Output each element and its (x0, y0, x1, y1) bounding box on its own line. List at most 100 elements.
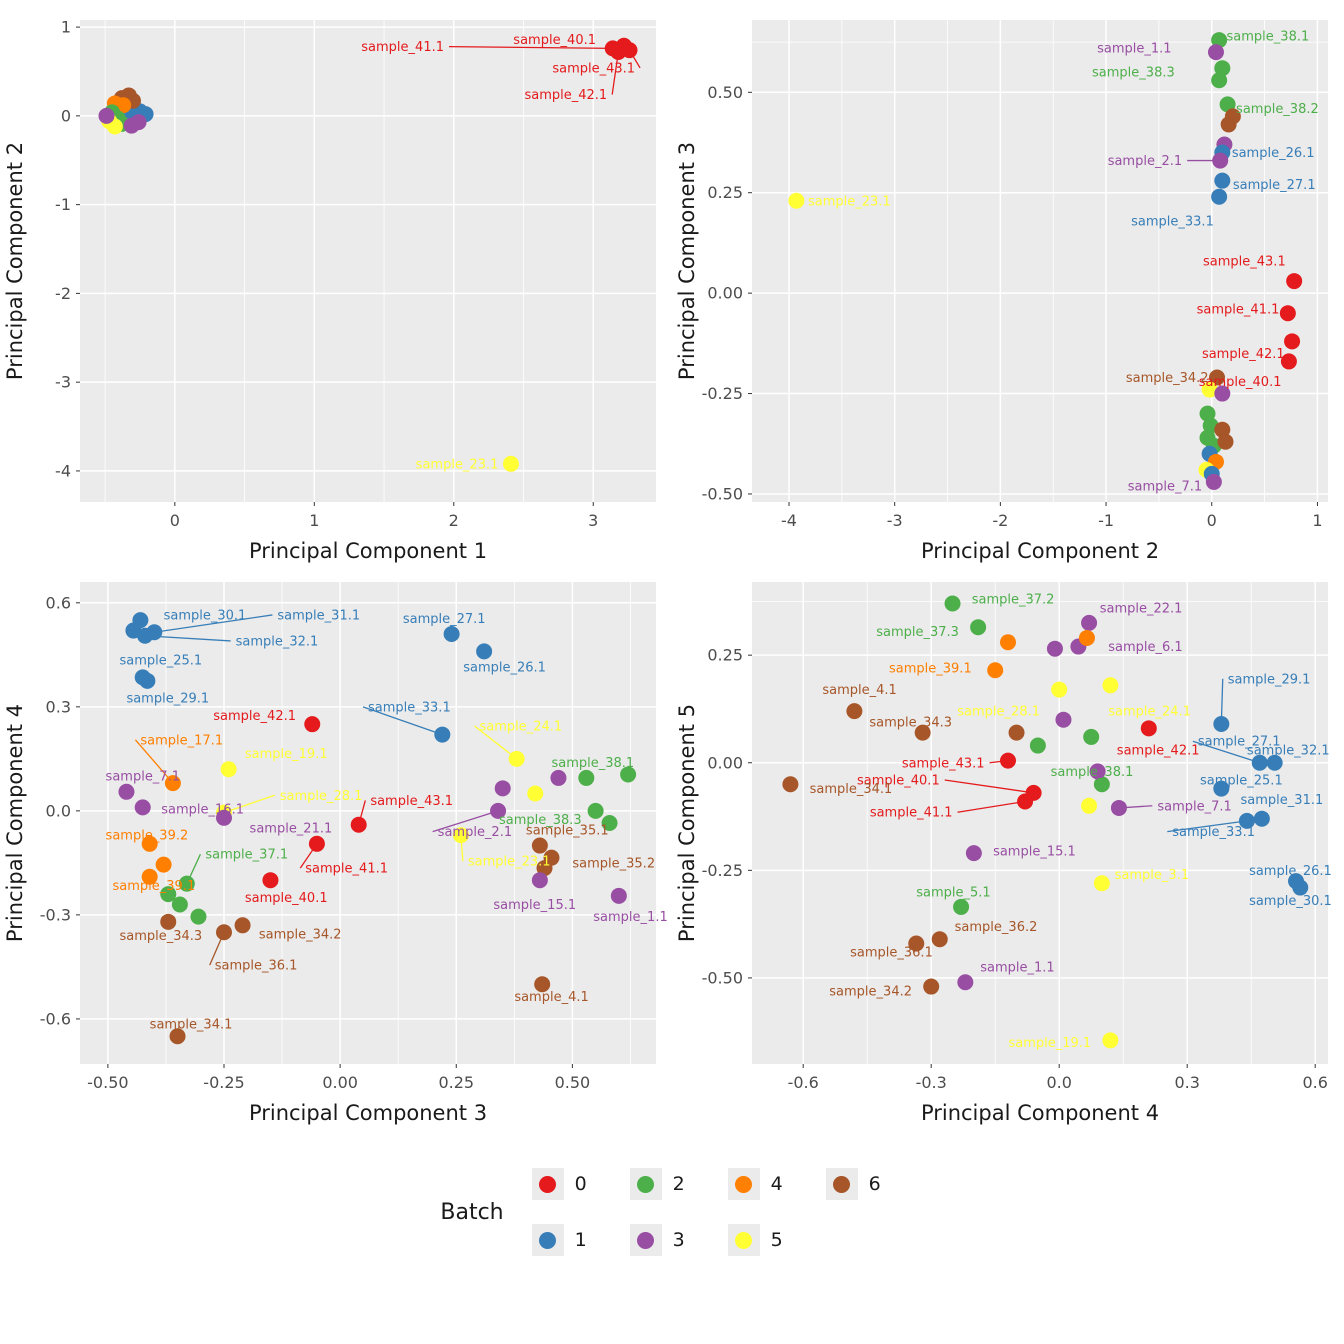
y-tick-label: -0.50 (702, 968, 743, 987)
data-point (137, 627, 154, 644)
data-point (1284, 333, 1301, 350)
data-point (1280, 353, 1297, 370)
point-label: sample_39.1 (889, 662, 972, 677)
x-tick-label: -0.6 (788, 1073, 819, 1092)
point-label: sample_24.1 (479, 719, 562, 734)
data-point (443, 626, 460, 643)
point-label: sample_30.1 (1249, 894, 1332, 909)
y-tick-label: -0.25 (702, 861, 743, 880)
point-label: sample_27.1 (1198, 735, 1281, 750)
point-label: sample_15.1 (493, 898, 576, 913)
legend-item-batch-0: 0 (531, 1162, 610, 1206)
data-point (1093, 776, 1110, 793)
point-label: sample_34.3 (119, 929, 202, 944)
data-point (1055, 711, 1072, 728)
point-label: sample_26.1 (1232, 146, 1315, 161)
point-label: sample_24.1 (1108, 705, 1191, 720)
point-label: sample_36.2 (955, 920, 1038, 935)
panel-pc1-pc2: sample_41.1 sample_40.1 sample_43.1 sample_… (0, 8, 672, 570)
x-tick-label: 0.3 (1174, 1073, 1199, 1092)
data-point (1199, 405, 1216, 422)
y-axis-title: Principal Component 3 (675, 142, 699, 380)
data-point (1213, 780, 1230, 797)
point-label: sample_38.2 (1236, 102, 1319, 117)
x-tick-label: -0.50 (87, 1073, 128, 1092)
data-point (536, 860, 553, 877)
x-tick-label: -0.3 (916, 1073, 947, 1092)
x-tick-label: 1 (309, 511, 319, 530)
data-point (452, 827, 469, 844)
point-label: sample_39.1 (113, 879, 196, 894)
label-leader-line (134, 739, 174, 784)
x-tick-label: -0.25 (203, 1073, 244, 1092)
point-label: sample_19.1 (245, 747, 328, 762)
y-tick-label: 0.6 (46, 593, 71, 612)
data-point (846, 703, 863, 720)
label-leader-line (362, 706, 443, 736)
data-point (957, 974, 974, 991)
point-label: sample_38.1 (1227, 30, 1310, 45)
label-leader-line (449, 45, 613, 50)
point-label: sample_7.1 (1128, 479, 1202, 494)
label-leader-line (432, 810, 499, 833)
y-tick-label: 0.3 (46, 697, 71, 716)
y-tick-label: 0 (61, 106, 71, 125)
data-point (620, 766, 637, 783)
point-label: sample_38.1 (551, 756, 634, 771)
data-point (262, 872, 279, 889)
data-point (534, 976, 551, 993)
panel-pc4-pc5: sample_37.2 sample_37.3 sample_22.1 sample_… (672, 570, 1344, 1132)
data-point (350, 816, 367, 833)
y-tick-label: 0.00 (707, 753, 743, 772)
data-point (1214, 172, 1231, 189)
data-point (1214, 421, 1231, 438)
point-label: sample_1.1 (1097, 42, 1171, 57)
data-point (578, 769, 595, 786)
data-point (527, 785, 544, 802)
data-point (494, 780, 511, 797)
pca-scatter-pc4-pc5: sample_37.2 sample_37.3 sample_22.1 sample_… (675, 582, 1332, 1125)
data-point (1211, 72, 1228, 89)
legend-item-batch-4: 4 (727, 1162, 806, 1206)
point-label: sample_42.1 (213, 709, 296, 724)
data-point (502, 455, 519, 472)
data-point (216, 809, 232, 826)
point-label: sample_2.1 (438, 825, 512, 840)
point-label: sample_37.1 (205, 848, 288, 863)
point-label: sample_23.1 (808, 194, 891, 209)
point-label: sample_29.1 (126, 692, 209, 707)
data-point (1238, 812, 1255, 829)
point-label: sample_34.2 (259, 927, 342, 942)
data-point (944, 595, 961, 612)
legend-key (727, 1224, 760, 1256)
plot-background (80, 20, 656, 502)
data-point (1251, 754, 1268, 771)
point-label: sample_28.1 (957, 705, 1040, 720)
point-label: sample_38.3 (1092, 66, 1175, 81)
data-point (139, 672, 156, 689)
legend-label: 1 (574, 1229, 587, 1251)
legend-item-batch-6: 6 (825, 1162, 904, 1206)
data-point (1201, 381, 1218, 398)
point-label: sample_25.1 (119, 654, 202, 669)
data-point (1093, 875, 1110, 892)
data-point (610, 43, 627, 60)
y-tick-label: 0.25 (707, 646, 743, 665)
data-point (1266, 754, 1283, 771)
point-label: sample_21.1 (250, 822, 333, 837)
data-point (1214, 385, 1231, 402)
point-label: sample_38.3 (499, 813, 582, 828)
point-label: sample_42.1 (1117, 743, 1200, 758)
label-leader-line (957, 800, 1026, 813)
x-tick-label: 0.6 (1302, 1073, 1327, 1092)
point-label: sample_31.1 (277, 608, 360, 623)
point-label: sample_38.1 (1051, 765, 1134, 780)
panel-pc2-pc3: sample_38.1 sample_1.1 sample_38.3 sample_3… (672, 8, 1344, 570)
data-point (178, 875, 195, 892)
data-point (908, 935, 925, 952)
y-tick-label: -0.3 (40, 905, 71, 924)
pca-plots-grid: sample_41.1 sample_40.1 sample_43.1 sample_… (0, 8, 1344, 1132)
point-label: sample_2.1 (1108, 154, 1182, 169)
data-point (1110, 799, 1127, 816)
point-label: sample_1.1 (593, 910, 667, 925)
